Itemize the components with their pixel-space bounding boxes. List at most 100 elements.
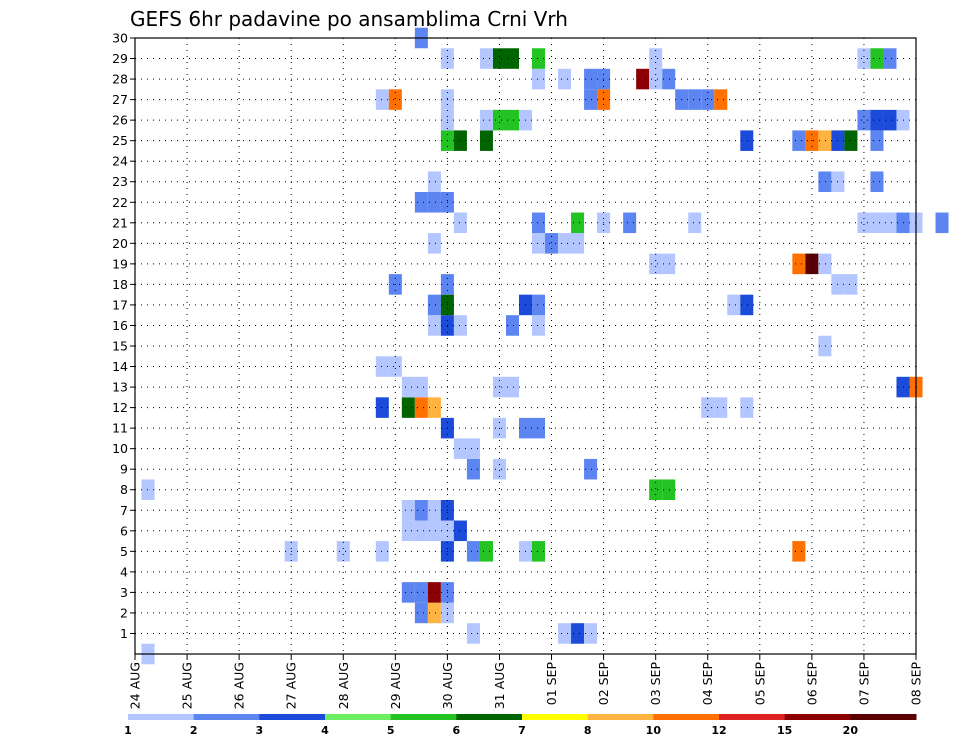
- y-tick-label: 17: [112, 297, 128, 312]
- heatmap-cell: [935, 212, 949, 234]
- heatmap-cell: [401, 376, 415, 398]
- y-tick-label: 6: [120, 523, 128, 538]
- heatmap-cell: [857, 48, 871, 69]
- heatmap-cell: [532, 315, 546, 336]
- heatmap-cell: [466, 541, 480, 562]
- heatmap-cell: [584, 623, 598, 644]
- y-tick-label: 10: [112, 441, 128, 456]
- heatmap-cell: [896, 212, 910, 234]
- x-tick-label: 02 SEP: [596, 662, 611, 706]
- heatmap-cell: [896, 109, 910, 131]
- x-tick-label: 26 AUG: [232, 662, 247, 709]
- heatmap-cell: [414, 192, 428, 213]
- y-tick-label: 21: [112, 215, 128, 230]
- heatmap-cell: [688, 212, 702, 234]
- heatmap-cell: [375, 356, 389, 377]
- heatmap-cell: [571, 623, 585, 644]
- colorbar-swatch: [522, 714, 589, 720]
- y-tick-label: 7: [120, 503, 128, 518]
- heatmap-cell: [870, 212, 884, 234]
- colorbar-label: 20: [843, 724, 859, 737]
- heatmap-cell: [818, 253, 832, 275]
- heatmap-cell: [883, 212, 897, 234]
- heatmap-cell: [792, 541, 806, 562]
- colorbar-swatch: [456, 714, 523, 720]
- y-tick-label: 30: [112, 31, 128, 46]
- chart-title: GEFS 6hr padavine po ansamblima Crni Vrh: [130, 7, 568, 31]
- heatmap-cell: [492, 376, 506, 398]
- heatmap-cell: [453, 130, 467, 151]
- heatmap-cell: [649, 48, 663, 69]
- heatmap-cell: [662, 253, 676, 275]
- x-tick-label: 27 AUG: [284, 662, 299, 709]
- colorbar-swatch: [850, 714, 917, 720]
- heatmap-cell: [492, 458, 506, 480]
- heatmap-cell: [558, 233, 572, 254]
- colorbar-label: 7: [518, 724, 526, 737]
- heatmap-cell: [427, 233, 441, 254]
- heatmap-cell: [571, 233, 585, 254]
- heatmap-cell: [857, 212, 871, 234]
- heatmap-cell: [701, 397, 715, 418]
- y-tick-label: 20: [112, 236, 128, 251]
- colorbar-label: 1: [124, 724, 132, 737]
- heatmap-cell: [662, 479, 676, 500]
- heatmap-cell: [896, 376, 910, 398]
- heatmap-cell: [870, 109, 884, 131]
- heatmap-cell: [427, 602, 441, 624]
- colorbar-label: 4: [321, 724, 329, 737]
- heatmap-cell: [532, 541, 546, 562]
- heatmap-cell: [466, 458, 480, 480]
- colorbar-label: 2: [190, 724, 198, 737]
- y-tick-label: 24: [112, 154, 128, 169]
- heatmap-cell: [740, 397, 754, 418]
- y-tick-label: 19: [112, 256, 128, 271]
- y-tick-label: 29: [112, 51, 128, 66]
- heatmap-cell: [792, 253, 806, 275]
- heatmap-cell: [492, 48, 506, 69]
- colorbar-swatch: [259, 714, 326, 720]
- heatmap-cell: [532, 48, 546, 69]
- x-tick-label: 29 AUG: [388, 662, 403, 709]
- heatmap-cell: [414, 376, 428, 398]
- y-tick-label: 12: [112, 400, 128, 415]
- x-tick-label: 05 SEP: [752, 662, 767, 706]
- heatmap-cell: [505, 376, 519, 398]
- heatmap-cell: [388, 356, 402, 377]
- heatmap-cell: [532, 417, 546, 439]
- x-tick-label: 08 SEP: [909, 662, 924, 706]
- heatmap-cell: [505, 109, 519, 131]
- heatmap-cell: [714, 89, 728, 110]
- y-axis: 1234567891011121314151617181920212223242…: [112, 31, 135, 641]
- colorbar-label: 6: [453, 724, 461, 737]
- colorbar-swatch: [784, 714, 851, 720]
- y-tick-label: 4: [120, 564, 128, 579]
- heatmap-cell: [388, 89, 402, 110]
- heatmap-cell: [453, 212, 467, 234]
- heatmap-cell: [870, 130, 884, 151]
- heatmap-cell: [479, 541, 493, 562]
- y-tick-label: 18: [112, 277, 128, 292]
- heatmap-cell: [844, 130, 858, 151]
- heatmap-cell: [427, 397, 441, 418]
- y-tick-label: 13: [112, 380, 128, 395]
- x-tick-label: 01 SEP: [544, 662, 559, 706]
- heatmap-cell: [141, 479, 155, 500]
- x-axis: 24 AUG 25 AUG 26 AUG 27 AUG 28 AUG 29 AUG 30 A…: [128, 654, 924, 709]
- heatmap-cell: [688, 89, 702, 110]
- heatmap-cell: [636, 68, 650, 90]
- heatmap-cell: [818, 130, 832, 151]
- y-tick-label: 14: [112, 359, 128, 374]
- grid-layer: [135, 37, 916, 654]
- heatmap-cell: [649, 68, 663, 90]
- x-tick-label: 04 SEP: [700, 662, 715, 706]
- x-tick-label: 30 AUG: [440, 662, 455, 709]
- y-tick-label: 22: [112, 195, 128, 210]
- heatmap-cell: [401, 397, 415, 418]
- y-tick-label: 1: [120, 626, 128, 641]
- x-tick-label: 28 AUG: [336, 662, 351, 709]
- heatmap-cell: [401, 582, 415, 603]
- heatmap-cell: [792, 130, 806, 151]
- heatmap-cell: [870, 171, 884, 192]
